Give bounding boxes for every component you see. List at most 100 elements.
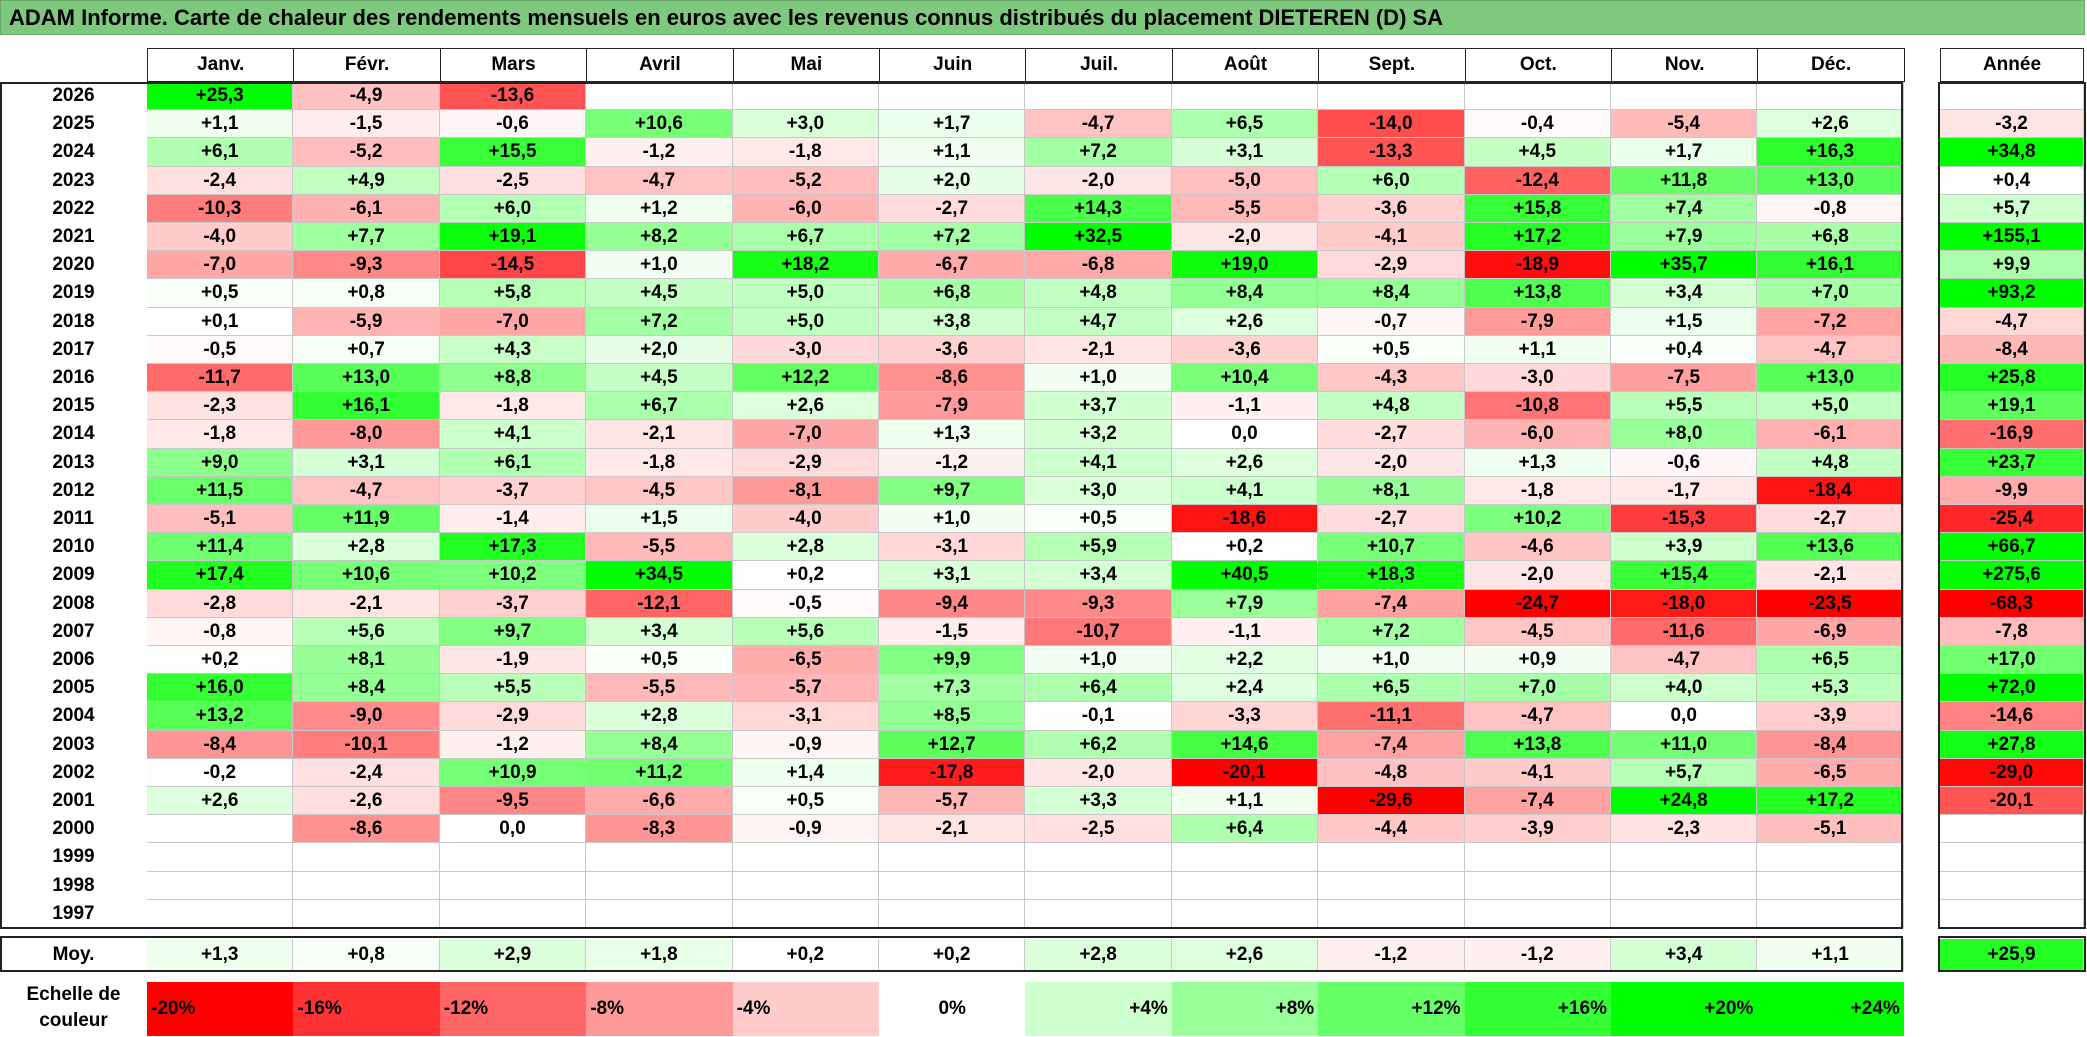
- heatmap-cell: -1,9: [439, 646, 587, 675]
- row-year-label: 2013: [52, 451, 95, 473]
- heatmap-cell: +10,6: [586, 110, 733, 139]
- color-scale-swatch: +20%: [1611, 982, 1758, 1036]
- row-year-label: 2008: [52, 592, 95, 614]
- heatmap-cell: -1,1: [1171, 392, 1319, 421]
- heatmap-cell: -3,1: [879, 533, 1026, 562]
- average-cell: +0,2: [732, 939, 879, 971]
- heatmap-cell: +7,2: [1318, 617, 1465, 646]
- heatmap-cell: +2,8: [293, 533, 440, 562]
- heatmap-cell: +1,5: [586, 505, 733, 534]
- heatmap-cell: -1,5: [879, 617, 1026, 646]
- color-scale-swatch: +12%: [1318, 982, 1465, 1036]
- average-cell: +2,6: [1171, 939, 1319, 971]
- heatmap-cell: +8,0: [1611, 420, 1758, 449]
- annual-cell: +93,2: [1940, 279, 2084, 308]
- heatmap-cell: +11,0: [1611, 730, 1758, 759]
- heatmap-cell: +25,3: [147, 82, 294, 111]
- heatmap-cell: -10,3: [147, 194, 294, 223]
- heatmap-cell: -2,0: [1171, 223, 1319, 252]
- heatmap-cell: +8,4: [586, 730, 733, 759]
- annual-cell: -4,7: [1940, 307, 2084, 336]
- heatmap-cell: +7,3: [879, 674, 1026, 703]
- color-scale-swatch: -12%: [439, 982, 587, 1036]
- month-header: Juil.: [1025, 48, 1173, 82]
- heatmap-cell: +8,5: [879, 702, 1026, 731]
- heatmap-cell: -1,2: [879, 448, 1026, 477]
- heatmap-cell: +6,0: [439, 194, 587, 223]
- heatmap-cell: [439, 871, 587, 900]
- heatmap-cell: +13,0: [1757, 364, 1904, 393]
- heatmap-cell: +2,8: [586, 702, 733, 731]
- heatmap-cell: -0,6: [439, 110, 587, 139]
- heatmap-cell: +6,8: [879, 279, 1026, 308]
- color-scale-swatch: -16%: [293, 982, 440, 1036]
- heatmap-cell: -0,9: [732, 815, 879, 844]
- heatmap-cell: -3,6: [1318, 194, 1465, 223]
- heatmap-cell: [1318, 82, 1465, 111]
- heatmap-cell: [1757, 843, 1904, 872]
- heatmap-cell: -6,9: [1757, 617, 1904, 646]
- color-scale-swatch: -4%: [732, 982, 879, 1036]
- heatmap-cell: +4,0: [1611, 674, 1758, 703]
- heatmap-cell: -7,4: [1464, 787, 1611, 816]
- heatmap-cell: -6,8: [1025, 251, 1172, 280]
- heatmap-cell: +24,8: [1611, 787, 1758, 816]
- heatmap-cell: -2,3: [147, 392, 294, 421]
- color-scale-swatch: +24%: [1757, 982, 1904, 1036]
- heatmap-cell: [1464, 82, 1611, 111]
- heatmap-cell: -7,2: [1757, 307, 1904, 336]
- annual-cell: +34,8: [1940, 138, 2084, 167]
- row-year-label: 1999: [52, 846, 95, 868]
- average-cell: +1,3: [147, 939, 294, 971]
- heatmap-cell: +35,7: [1611, 251, 1758, 280]
- heatmap-cell: -6,0: [732, 194, 879, 223]
- heatmap-cell: -4,7: [1757, 335, 1904, 364]
- annual-cell: +0,4: [1940, 166, 2084, 195]
- heatmap-cell: -0,5: [732, 589, 879, 618]
- heatmap-cell: -7,0: [147, 251, 294, 280]
- heatmap-cell: +7,2: [586, 307, 733, 336]
- heatmap-cell: +3,3: [1025, 787, 1172, 816]
- heatmap-cell: +8,1: [1318, 476, 1465, 505]
- heatmap-cell: -7,0: [732, 420, 879, 449]
- heatmap-cell: +19,1: [439, 223, 587, 252]
- row-year-label: 2021: [52, 226, 95, 247]
- heatmap-cell: +1,4: [732, 758, 879, 787]
- heatmap-cell: -5,5: [586, 533, 733, 562]
- row-year-label: 2014: [52, 423, 95, 445]
- heatmap-cell: [879, 82, 1026, 111]
- heatmap-cell: -2,7: [1318, 420, 1465, 449]
- heatmap-cell: +4,9: [293, 166, 440, 195]
- heatmap-cell: +6,4: [1025, 674, 1172, 703]
- heatmap-cell: -7,9: [1464, 307, 1611, 336]
- heatmap-cell: [1318, 843, 1465, 872]
- heatmap-cell: +8,4: [1318, 279, 1465, 308]
- heatmap-cell: +10,6: [293, 561, 440, 590]
- color-scale-swatch: +16%: [1464, 982, 1611, 1036]
- row-year-label: 2005: [52, 677, 95, 699]
- heatmap-cell: +1,3: [879, 420, 1026, 449]
- heatmap-cell: +6,1: [147, 138, 294, 167]
- heatmap-cell: -9,4: [879, 589, 1026, 618]
- heatmap-cell: -15,3: [1611, 505, 1758, 534]
- heatmap-cell: -2,4: [147, 166, 294, 195]
- row-year-label: 2023: [52, 169, 95, 191]
- annual-cell: -25,4: [1940, 505, 2084, 534]
- heatmap-cell: [879, 871, 1026, 900]
- heatmap-cell: -0,5: [147, 335, 294, 364]
- heatmap-cell: +5,8: [439, 279, 587, 308]
- heatmap-cell: -7,4: [1318, 730, 1465, 759]
- heatmap-cell: +6,2: [1025, 730, 1172, 759]
- heatmap-cell: -6,5: [1757, 758, 1904, 787]
- heatmap-cell: -0,2: [147, 758, 294, 787]
- heatmap-cell: +1,1: [1171, 787, 1319, 816]
- heatmap-cell: +16,3: [1757, 138, 1904, 167]
- heatmap-cell: +13,6: [1757, 533, 1904, 562]
- heatmap-cell: +6,8: [1757, 223, 1904, 252]
- heatmap-cell: [879, 899, 1026, 928]
- heatmap-cell: -3,1: [732, 702, 879, 731]
- heatmap-cell: +11,5: [147, 476, 294, 505]
- heatmap-cell: [732, 843, 879, 872]
- heatmap-cell: +4,8: [1025, 279, 1172, 308]
